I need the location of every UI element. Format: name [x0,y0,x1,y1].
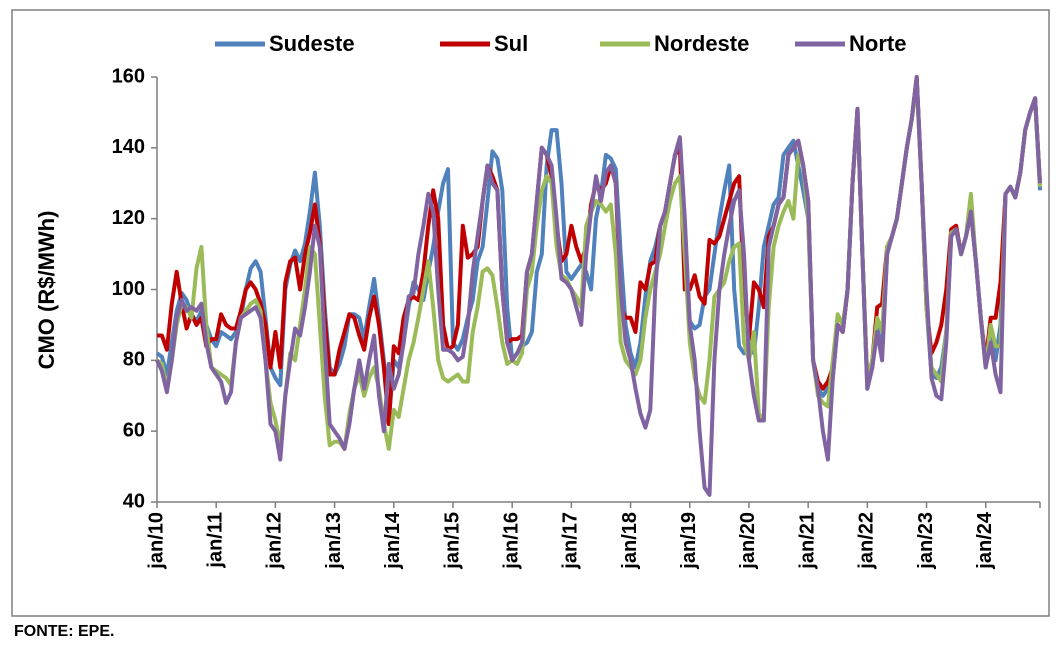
y-tick-label: 160 [112,65,145,87]
x-tick-label: jan/11 [204,512,226,569]
y-tick-label: 100 [112,278,145,300]
legend-label: Nordeste [654,31,749,56]
legend-label: Sul [494,31,528,56]
x-tick-label: jan/10 [145,512,167,570]
legend-label: Norte [849,31,906,56]
x-tick-label: jan/19 [678,512,700,570]
x-tick-label: jan/24 [974,511,996,570]
series-line [155,75,1042,497]
y-tick-label: 60 [123,419,145,441]
chart-frame [11,9,1050,617]
x-tick-label: jan/15 [441,512,463,570]
y-axis-label: CMO (R$/MWh) [34,211,59,370]
x-tick-label: jan/23 [915,512,937,570]
x-tick-label: jan/13 [323,512,345,570]
y-tick-label: 80 [123,349,145,371]
source-note: FONTE: EPE. [14,623,114,640]
x-tick-label: jan/14 [382,511,404,570]
x-tick-label: jan/20 [737,512,759,570]
y-tick-label: 140 [112,136,145,158]
x-tick-label: jan/17 [560,512,582,570]
x-tick-label: jan/16 [500,512,522,570]
legend-label: Sudeste [269,31,355,56]
x-tick-label: jan/21 [796,512,818,570]
y-tick-label: 40 [123,490,145,512]
x-tick-label: jan/12 [264,512,286,570]
x-tick-label: jan/18 [619,512,641,570]
y-tick-label: 120 [112,207,145,229]
x-tick-label: jan/22 [856,512,878,570]
